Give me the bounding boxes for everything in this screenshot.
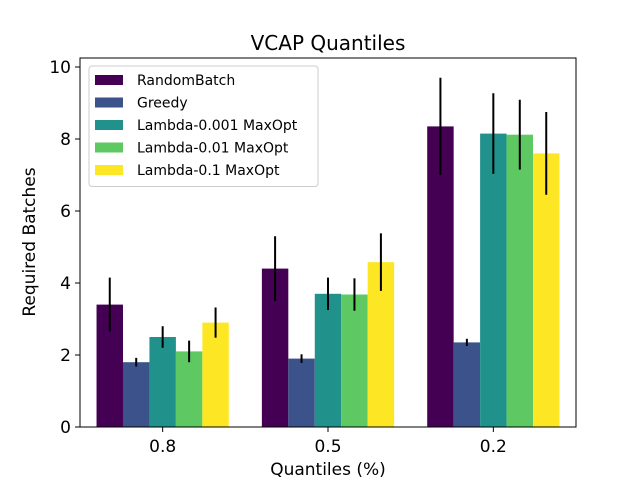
- y-tick-label: 4: [60, 274, 71, 294]
- bar-lambda-0-1-maxopt-0-8: [202, 322, 229, 427]
- legend-label: Lambda-0.001 MaxOpt: [137, 118, 298, 134]
- bar-greedy-0-2: [453, 342, 481, 427]
- x-tick-label: 0.8: [149, 437, 176, 457]
- legend-label: RandomBatch: [137, 73, 235, 89]
- legend-swatch: [95, 142, 123, 153]
- y-axis: 0 2 4 6 8 10: [49, 58, 80, 438]
- legend-label: Greedy: [137, 96, 188, 112]
- x-axis: 0.8 0.5 0.2: [149, 427, 507, 457]
- legend-swatch: [95, 75, 123, 85]
- bar-lambda-0-001-maxopt-0-5: [314, 293, 342, 427]
- y-tick-label: 6: [60, 202, 71, 222]
- bar-greedy-0-8: [122, 362, 150, 427]
- y-tick-label: 0: [60, 418, 71, 438]
- bar-randombatch-0-2: [427, 126, 454, 428]
- y-tick-label: 10: [49, 58, 71, 78]
- x-axis-label: Quantiles (%): [270, 460, 386, 480]
- bar-lambda-0-01-maxopt-0-2: [506, 134, 534, 427]
- legend-swatch: [95, 120, 123, 130]
- legend-box: [88, 65, 319, 187]
- bar-lambda-0-01-maxopt-0-5: [341, 294, 368, 427]
- y-tick-label: 8: [60, 130, 71, 150]
- legend-swatch: [95, 165, 123, 175]
- bars-layer: [96, 126, 560, 428]
- legend-swatch: [95, 97, 123, 108]
- y-axis-label: Required Batches: [20, 167, 40, 316]
- x-tick-label: 0.2: [480, 437, 507, 457]
- bar-lambda-0-01-maxopt-0-8: [175, 351, 203, 427]
- bar-lambda-0-001-maxopt-0-8: [149, 337, 176, 427]
- legend: RandomBatch Greedy Lambda-0.001 MaxOpt Lamb…: [88, 65, 319, 187]
- legend-label: Lambda-0.1 MaxOpt: [137, 163, 280, 179]
- bar-greedy-0-5: [288, 358, 315, 427]
- legend-label: Lambda-0.01 MaxOpt: [137, 141, 289, 157]
- bar-lambda-0-001-maxopt-0-2: [480, 133, 507, 427]
- y-tick-label: 2: [60, 346, 71, 366]
- x-tick-label: 0.5: [314, 437, 341, 457]
- chart-title: VCAP Quantiles: [251, 31, 406, 55]
- error-bars-layer: [108, 77, 548, 367]
- bar-lambda-0-1-maxopt-0-2: [533, 153, 560, 427]
